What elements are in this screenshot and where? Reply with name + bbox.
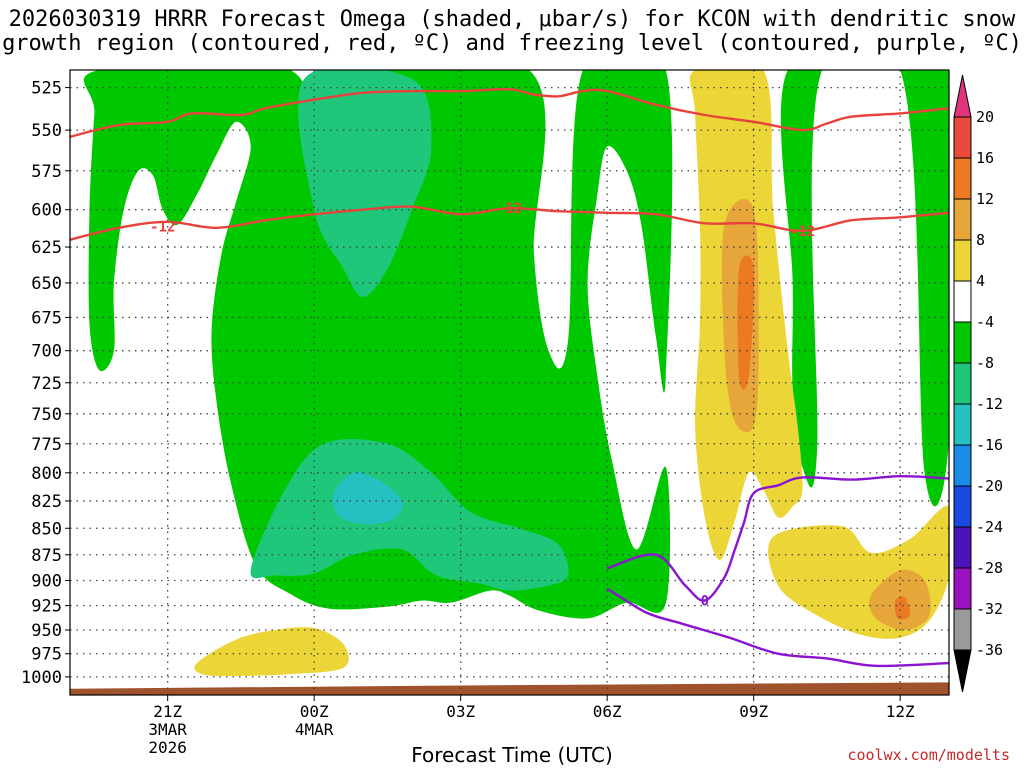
xtick-label-00Z-0: 00Z xyxy=(300,702,329,721)
colorbar-swatch-8 xyxy=(953,444,972,487)
contour-layer xyxy=(70,88,949,668)
contour-label-2: -12 xyxy=(790,224,815,240)
xtick-label-09Z-0: 09Z xyxy=(739,702,768,721)
colorbar-swatch-3 xyxy=(953,239,972,282)
xtick-label-12Z-0: 12Z xyxy=(886,702,915,721)
omega-region-7 xyxy=(194,627,349,677)
colorbar-swatch-10 xyxy=(953,526,972,569)
contour-label-1: -12 xyxy=(497,201,522,217)
omega-region-2 xyxy=(298,70,432,297)
source-credit: coolwx.com/modelts xyxy=(847,746,1010,764)
ytick-label-725: 725 xyxy=(31,374,62,394)
contour-line-3 xyxy=(606,587,949,668)
colorbar-swatch-1 xyxy=(953,157,972,200)
ytick-label-800: 800 xyxy=(31,464,62,484)
xtick-label-00Z-1: 4MAR xyxy=(295,720,334,739)
colorbar-swatch-6 xyxy=(953,362,972,405)
ground-layer xyxy=(70,682,949,695)
chart-title-line-2: growth region (contoured, red, ºC) and f… xyxy=(2,31,1022,56)
omega-region-4 xyxy=(332,472,403,525)
colorbar-swatch-11 xyxy=(953,567,972,610)
omega-region-0 xyxy=(83,70,673,619)
colorbar-label-3: 8 xyxy=(976,231,985,249)
ytick-label-825: 825 xyxy=(31,492,62,512)
ytick-label-875: 875 xyxy=(31,546,62,566)
contour-line-0 xyxy=(70,88,949,138)
colorbar-label-13: -36 xyxy=(976,641,1003,659)
colorbar-label-8: -16 xyxy=(976,436,1003,454)
contour-labels: -12 -12 -12 0 xyxy=(150,201,815,610)
colorbar-label-0: 20 xyxy=(976,108,994,126)
ytick-label-975: 975 xyxy=(31,645,62,665)
omega-region-11 xyxy=(894,596,911,620)
colorbar-label-10: -24 xyxy=(976,518,1003,536)
colorbar-swatch-2 xyxy=(953,198,972,241)
contour-label-3: 0 xyxy=(701,594,709,610)
xtick-label-03Z-0: 03Z xyxy=(446,702,475,721)
colorbar-swatch-0 xyxy=(953,116,972,159)
y-axis: 525 550 575 600 625 650 675 700 725 750 775 800 825 8… xyxy=(21,79,70,688)
omega-shading-layer xyxy=(83,70,949,677)
colorbar-swatch-5 xyxy=(953,321,972,364)
omega-region-3 xyxy=(250,439,569,591)
colorbar-label-2: 12 xyxy=(976,190,994,208)
colorbar-swatch-7 xyxy=(953,403,972,446)
colorbar-swatch-4 xyxy=(953,280,972,323)
gridlines xyxy=(70,70,949,695)
ytick-label-925: 925 xyxy=(31,597,62,617)
ytick-label-750: 750 xyxy=(31,405,62,425)
colorbar-label-4: 4 xyxy=(976,272,985,290)
colorbar-label-5: -4 xyxy=(976,313,994,331)
contour-line-2 xyxy=(606,474,949,602)
ytick-label-525: 525 xyxy=(31,79,62,99)
xtick-label-21Z-2: 2026 xyxy=(148,738,187,757)
ytick-label-900: 900 xyxy=(31,572,62,592)
ytick-label-775: 775 xyxy=(31,435,62,455)
colorbar-swatch-12 xyxy=(953,608,972,651)
colorbar-label-9: -20 xyxy=(976,477,1003,495)
colorbar-top-arrow xyxy=(953,74,972,118)
ytick-label-550: 550 xyxy=(31,121,62,141)
chart-title-line-1: 2026030319 HRRR Forecast Omega (shaded, … xyxy=(8,7,1016,32)
contour-line-1 xyxy=(70,205,949,241)
ytick-label-950: 950 xyxy=(31,621,62,641)
ytick-label-675: 675 xyxy=(31,308,62,328)
ytick-label-600: 600 xyxy=(31,201,62,221)
colorbar-label-12: -32 xyxy=(976,600,1003,618)
xtick-label-21Z-0: 21Z xyxy=(153,702,182,721)
ytick-label-575: 575 xyxy=(31,162,62,182)
ytick-label-625: 625 xyxy=(31,238,62,258)
colorbar-label-6: -8 xyxy=(976,354,994,372)
xtick-label-06Z-0: 06Z xyxy=(593,702,622,721)
colorbar-swatch-9 xyxy=(953,485,972,528)
xtick-label-21Z-1: 3MAR xyxy=(148,720,187,739)
ytick-label-850: 850 xyxy=(31,519,62,539)
colorbar-label-7: -12 xyxy=(976,395,1003,413)
omega-region-1 xyxy=(780,70,949,507)
omega-region-10 xyxy=(737,255,755,390)
ground-surface xyxy=(70,682,949,695)
colorbar-bottom-arrow xyxy=(953,649,972,693)
ytick-label-650: 650 xyxy=(31,274,62,294)
contour-label-0: -12 xyxy=(150,219,175,235)
colorbar-label-1: 16 xyxy=(976,149,994,167)
ytick-label-700: 700 xyxy=(31,342,62,362)
colorbar-label-11: -28 xyxy=(976,559,1003,577)
colorbar: 20 16 12 8 4 -4 -8 -12 -16 -20 -24 -28 -32 -36 xyxy=(953,74,1003,693)
ytick-label-1000: 1000 xyxy=(21,668,62,688)
x-axis-label: Forecast Time (UTC) xyxy=(411,743,613,767)
